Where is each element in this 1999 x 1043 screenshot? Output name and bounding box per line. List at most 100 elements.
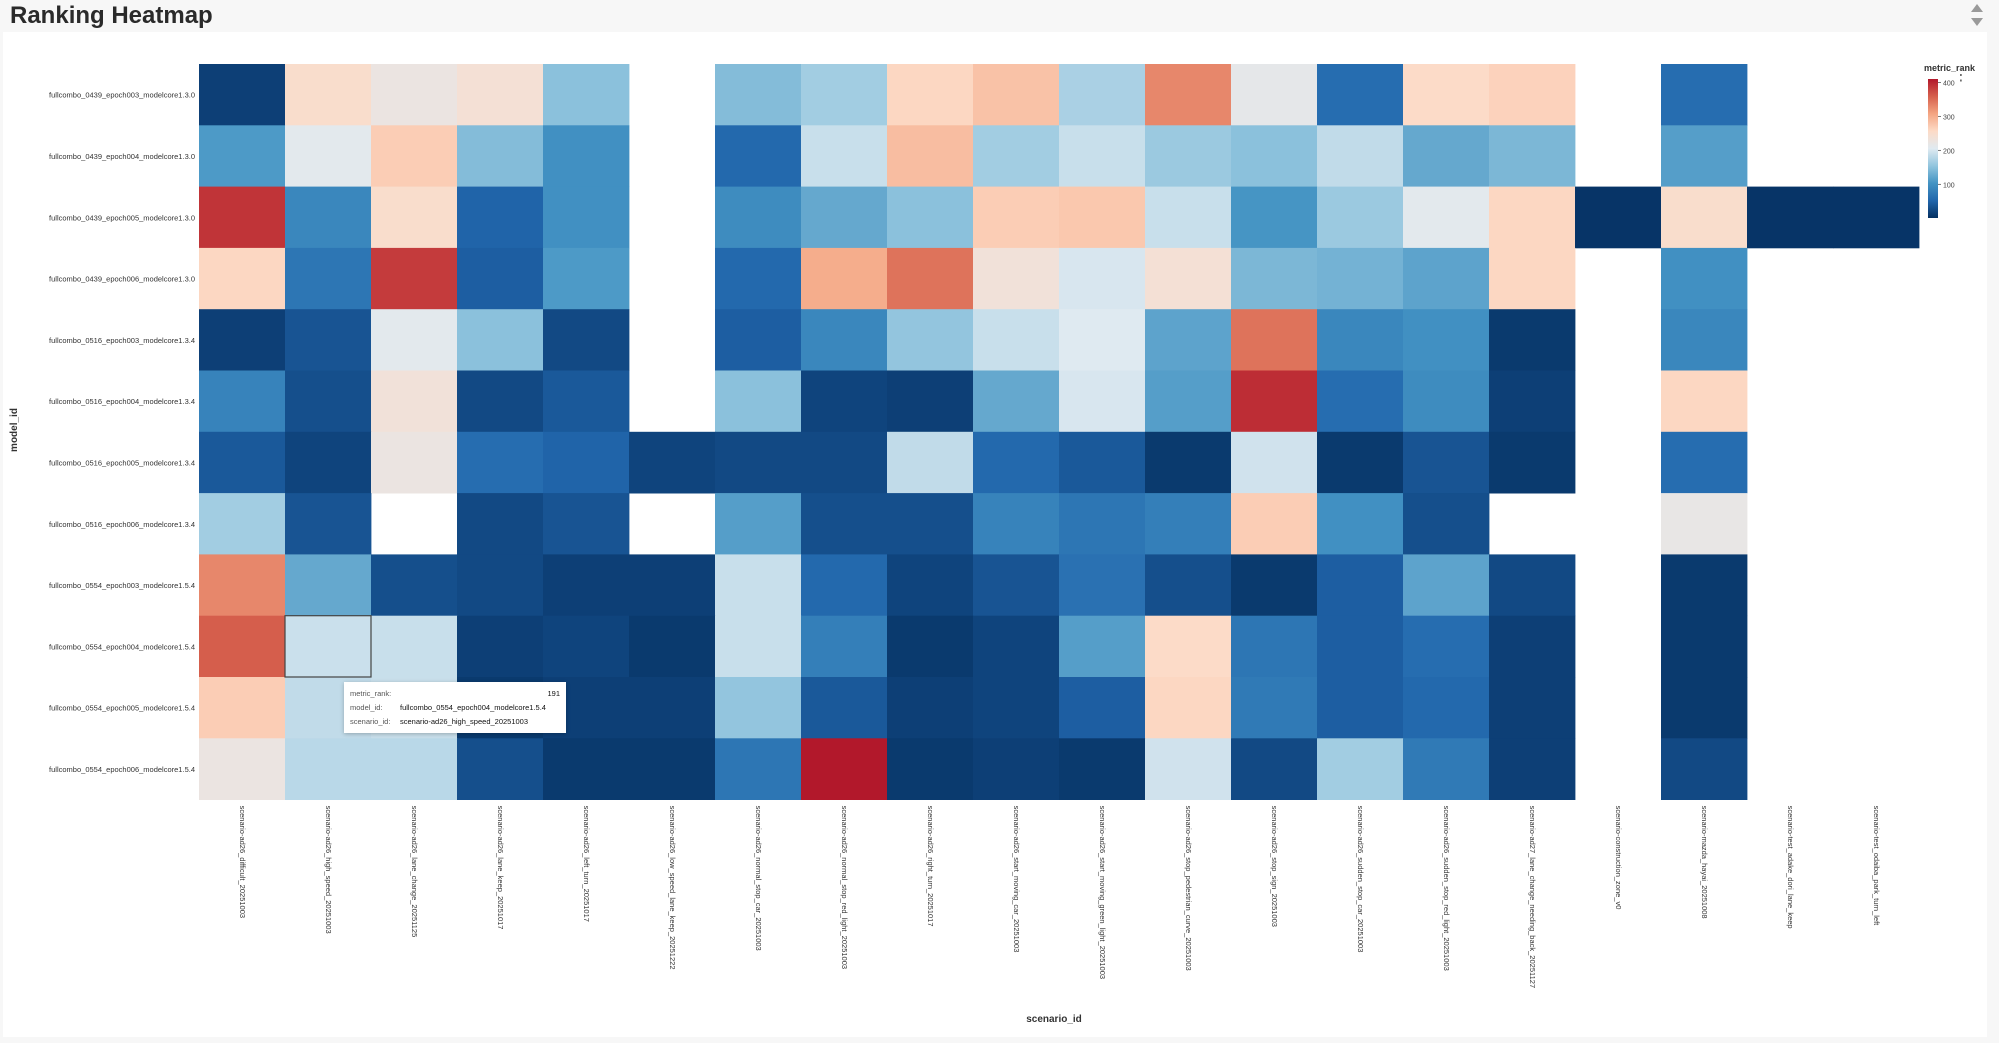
heatmap-cell[interactable] [715, 431, 802, 494]
heatmap-cell[interactable] [1489, 738, 1576, 800]
heatmap-cell[interactable] [1403, 738, 1490, 800]
heatmap-cell[interactable] [715, 493, 802, 555]
heatmap-cell[interactable] [1231, 738, 1318, 800]
heatmap-cell[interactable] [285, 247, 372, 310]
heatmap-cell[interactable] [371, 370, 458, 433]
heatmap-cell[interactable] [1489, 370, 1576, 433]
heatmap-cell[interactable] [801, 677, 888, 739]
heatmap-cell[interactable] [715, 125, 802, 187]
heatmap-cell[interactable] [887, 493, 974, 555]
heatmap-cell[interactable] [457, 370, 544, 433]
heatmap-cell[interactable] [801, 186, 888, 249]
heatmap-cell[interactable] [1317, 125, 1404, 187]
heatmap-cell[interactable] [1403, 186, 1490, 249]
heatmap-cell[interactable] [1317, 431, 1404, 494]
heatmap-cell[interactable] [371, 125, 458, 187]
heatmap-cell[interactable] [285, 493, 372, 555]
heatmap-cell[interactable] [1317, 309, 1404, 371]
heatmap-cell[interactable] [973, 677, 1060, 739]
heatmap-cell[interactable] [457, 309, 544, 371]
heatmap-cell[interactable] [457, 431, 544, 494]
heatmap-cell[interactable] [1317, 615, 1404, 678]
heatmap-cell[interactable] [887, 186, 974, 249]
heatmap-cell[interactable] [629, 554, 716, 617]
heatmap-cell[interactable] [199, 64, 286, 126]
heatmap-cell[interactable] [371, 64, 458, 126]
heatmap-cell[interactable] [1145, 554, 1232, 617]
heatmap-cell[interactable] [199, 677, 286, 739]
heatmap-cell[interactable] [1059, 677, 1146, 739]
heatmap-cell[interactable] [1661, 615, 1748, 678]
heatmap-cell[interactable] [285, 186, 372, 249]
heatmap-cell[interactable] [1661, 125, 1748, 187]
heatmap-cell[interactable] [1489, 677, 1576, 739]
heatmap-cell[interactable] [1317, 186, 1404, 249]
heatmap-cell[interactable] [1059, 370, 1146, 433]
heatmap-cell[interactable] [1231, 615, 1318, 678]
heatmap-cell[interactable] [1403, 247, 1490, 310]
heatmap-cell[interactable] [1145, 677, 1232, 739]
heatmap-cell[interactable] [1059, 125, 1146, 187]
heatmap-cell[interactable] [1403, 64, 1490, 126]
heatmap-cell[interactable] [371, 738, 458, 800]
heatmap-cell[interactable] [1489, 186, 1576, 249]
heatmap-cell[interactable] [285, 370, 372, 433]
heatmap-cell[interactable] [1403, 677, 1490, 739]
heatmap-cell[interactable] [543, 247, 630, 310]
heatmap-cell[interactable] [629, 677, 716, 739]
heatmap-cell[interactable] [1317, 64, 1404, 126]
heatmap-cell[interactable] [715, 247, 802, 310]
heatmap-cell[interactable] [1145, 615, 1232, 678]
heatmap-cell[interactable] [973, 125, 1060, 187]
heatmap-cell[interactable] [1317, 677, 1404, 739]
heatmap-cell[interactable] [887, 64, 974, 126]
heatmap-cell[interactable] [1317, 738, 1404, 800]
heatmap-cell[interactable] [1661, 247, 1748, 310]
heatmap-cell[interactable] [1489, 431, 1576, 494]
heatmap-cell[interactable] [1317, 554, 1404, 617]
heatmap-cell[interactable] [801, 370, 888, 433]
more-options-icon[interactable]: ⋮ [1953, 65, 1969, 84]
heatmap-cell[interactable] [199, 125, 286, 187]
heatmap-cell[interactable] [973, 247, 1060, 310]
heatmap-cell[interactable] [199, 186, 286, 249]
heatmap-cell[interactable] [715, 309, 802, 371]
heatmap-cell[interactable] [1059, 615, 1146, 678]
heatmap-cell[interactable] [1145, 247, 1232, 310]
heatmap-cell[interactable] [1661, 493, 1748, 555]
heatmap-cell[interactable] [629, 738, 716, 800]
heatmap-cell[interactable] [1059, 738, 1146, 800]
heatmap-cell[interactable] [973, 493, 1060, 555]
heatmap-cell[interactable] [1059, 309, 1146, 371]
heatmap-cell[interactable] [801, 309, 888, 371]
heatmap-cell[interactable] [371, 554, 458, 617]
heatmap-cell[interactable] [1661, 677, 1748, 739]
heatmap-cell[interactable] [973, 186, 1060, 249]
heatmap-cell[interactable] [285, 431, 372, 494]
scroll-arrows-icon[interactable] [1969, 2, 1985, 28]
heatmap-cell[interactable] [715, 738, 802, 800]
heatmap-cell[interactable] [887, 431, 974, 494]
heatmap-cell[interactable] [1403, 431, 1490, 494]
heatmap-cell[interactable] [1661, 370, 1748, 433]
heatmap-cell[interactable] [887, 677, 974, 739]
heatmap-cell[interactable] [973, 64, 1060, 126]
heatmap-cell[interactable] [1145, 738, 1232, 800]
heatmap-cell[interactable] [457, 738, 544, 800]
heatmap-cell[interactable] [285, 738, 372, 800]
heatmap-cell[interactable] [1231, 493, 1318, 555]
heatmap-cell[interactable] [1059, 247, 1146, 310]
heatmap-cell[interactable] [1145, 493, 1232, 555]
heatmap-cell[interactable] [887, 554, 974, 617]
heatmap-cell[interactable] [887, 309, 974, 371]
heatmap-cell[interactable] [629, 431, 716, 494]
heatmap-cell[interactable] [371, 247, 458, 310]
heatmap-cell[interactable] [1317, 247, 1404, 310]
heatmap-cell[interactable] [887, 125, 974, 187]
heatmap-cell[interactable] [543, 738, 630, 800]
heatmap-cell[interactable] [887, 370, 974, 433]
heatmap-cell[interactable] [1059, 431, 1146, 494]
heatmap-cell[interactable] [543, 615, 630, 678]
heatmap-cell[interactable] [1231, 186, 1318, 249]
heatmap-cell[interactable] [1661, 64, 1748, 126]
